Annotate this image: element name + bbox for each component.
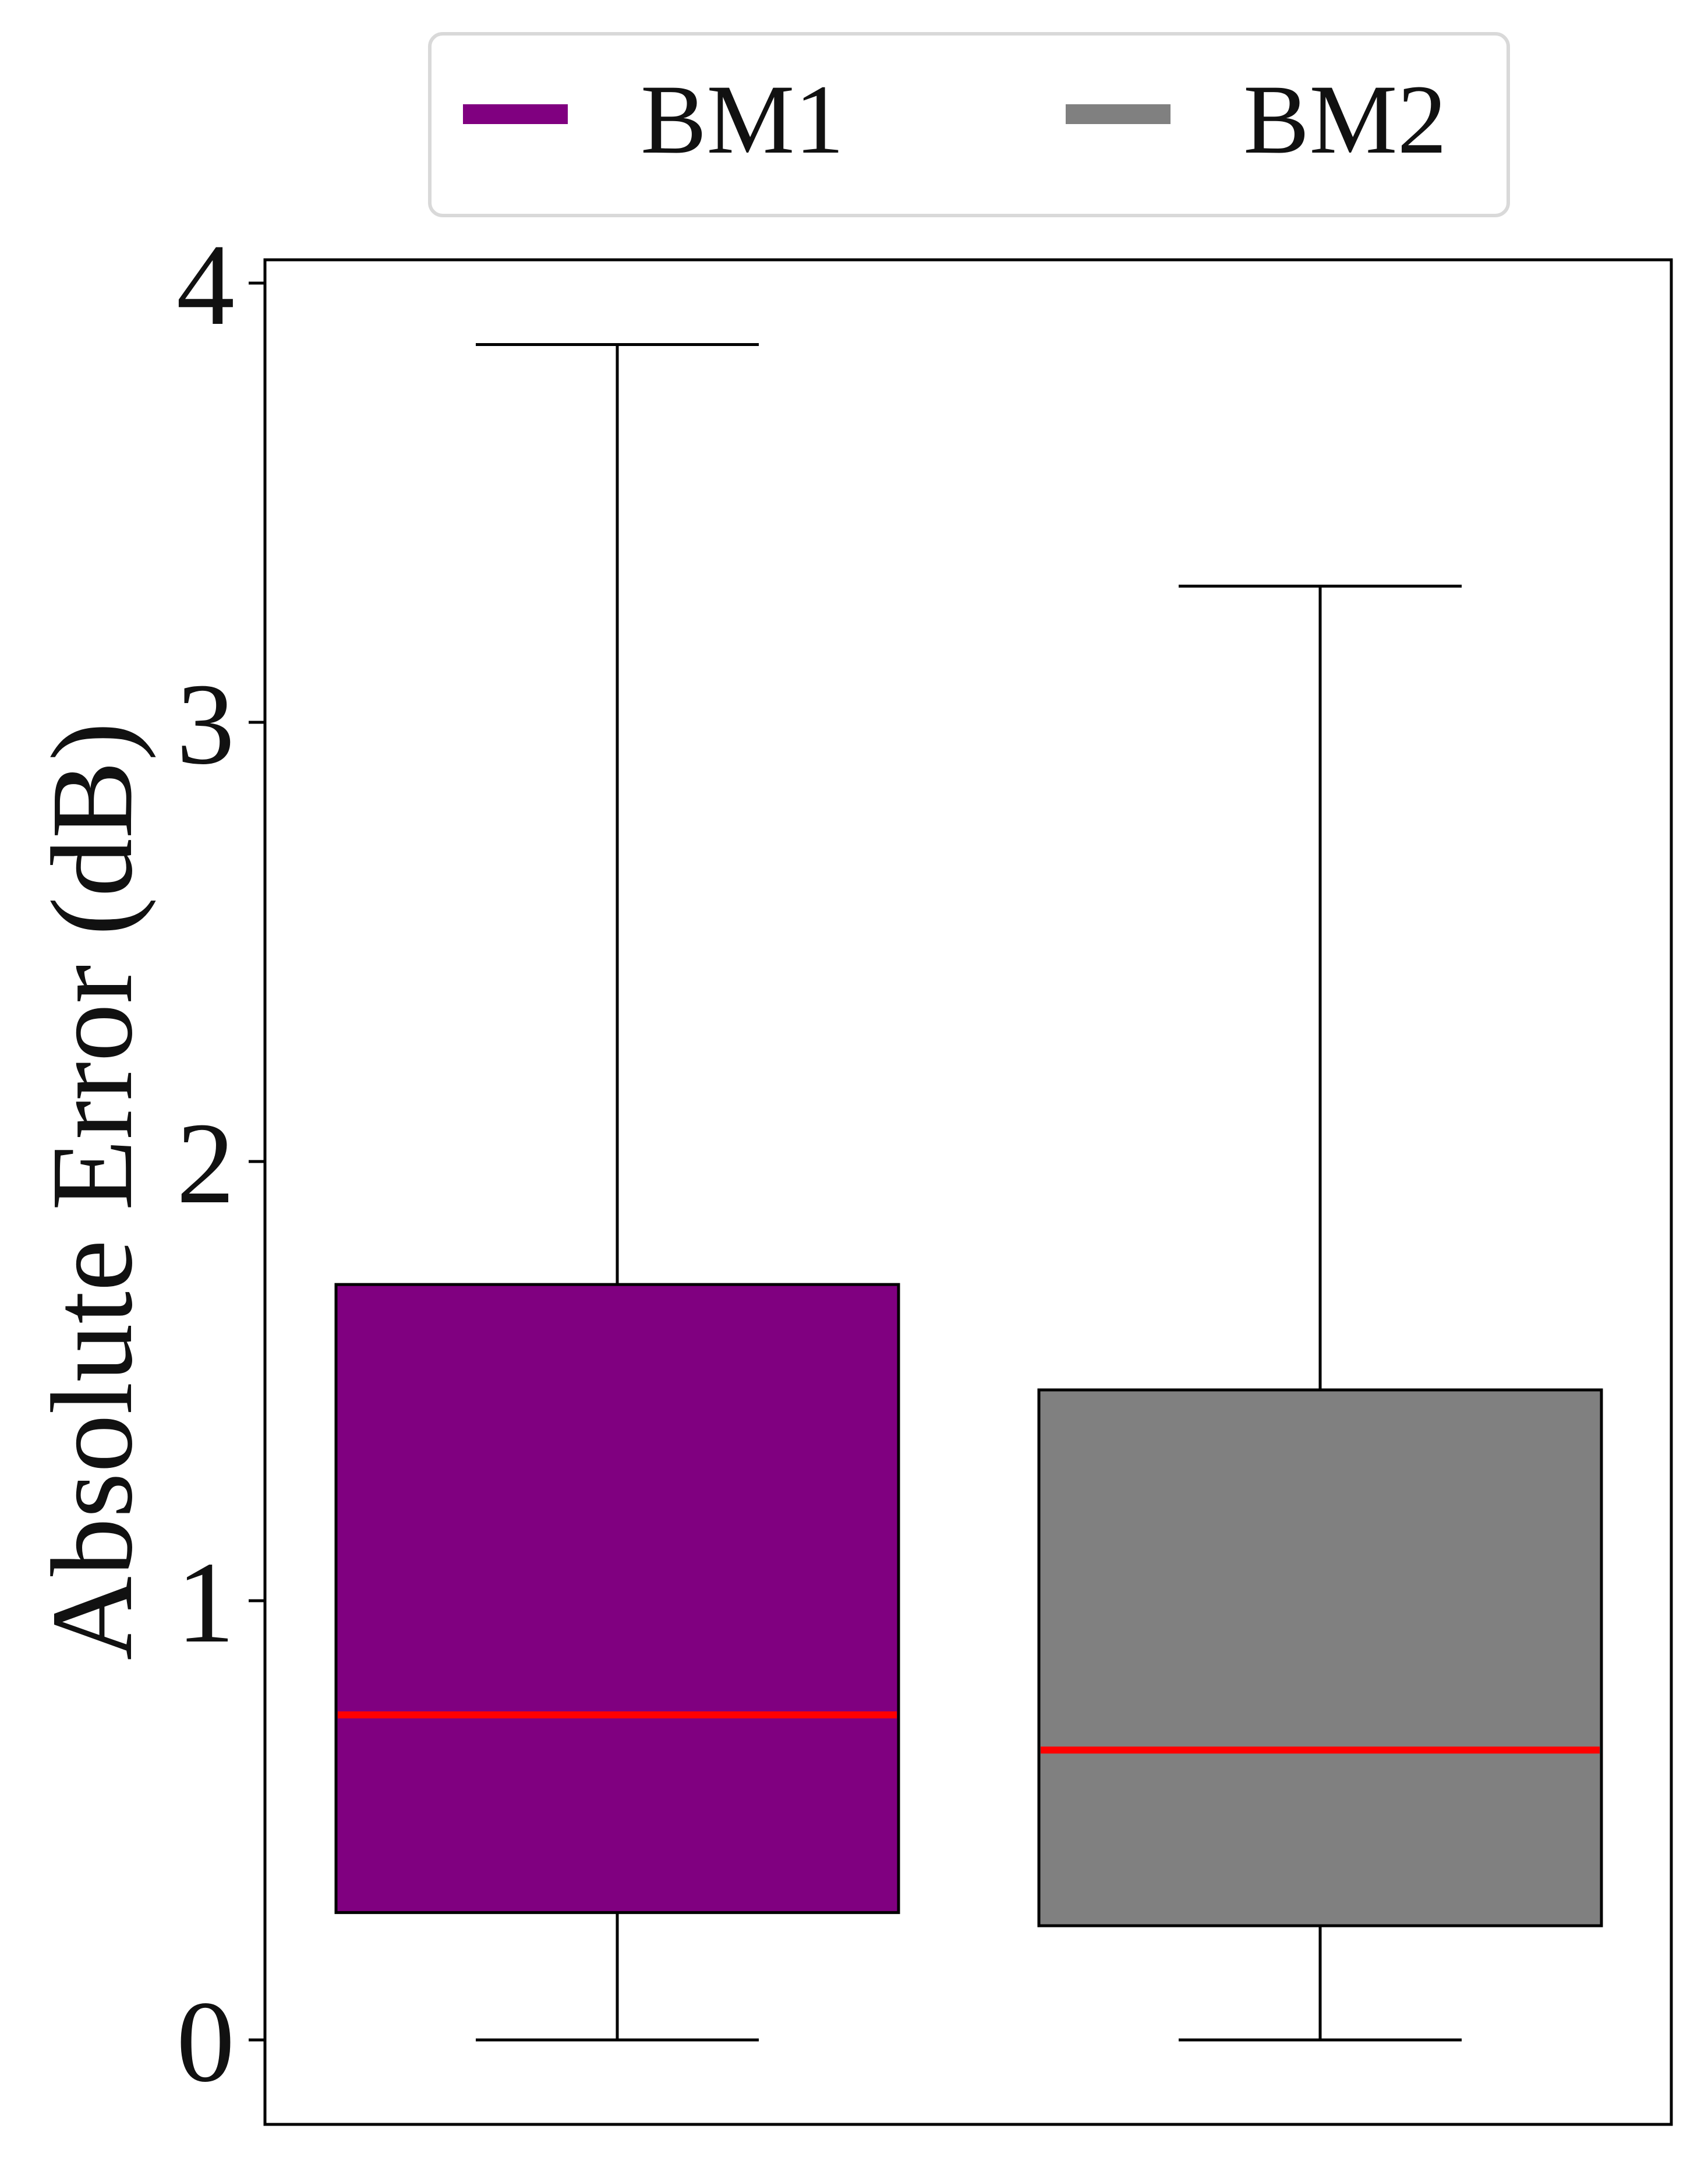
- y-tick-label-4: 4: [176, 221, 235, 350]
- y-tick-label-3: 3: [176, 660, 235, 789]
- legend: BM1 BM2: [428, 32, 1510, 217]
- iqr-box-bm1: [334, 1283, 900, 1914]
- legend-frame: [428, 32, 1510, 217]
- y-axis-title: Absolute Error (dB): [28, 722, 157, 1661]
- y-tick-label-0: 0: [176, 1978, 235, 2106]
- legend-label-bm2: BM2: [1243, 65, 1447, 174]
- y-axis: 0 1 2 3 4: [176, 221, 265, 2106]
- iqr-box-bm2: [1037, 1388, 1603, 1928]
- box-bm2: [1037, 584, 1603, 2042]
- y-tick-label-2: 2: [176, 1099, 235, 1228]
- box-bm1: [334, 343, 900, 2042]
- boxes-group: [334, 343, 1603, 2042]
- plot-area-frame: [263, 258, 1673, 2126]
- y-tick-label-1: 1: [176, 1538, 235, 1667]
- legend-label-bm1: BM1: [641, 65, 844, 174]
